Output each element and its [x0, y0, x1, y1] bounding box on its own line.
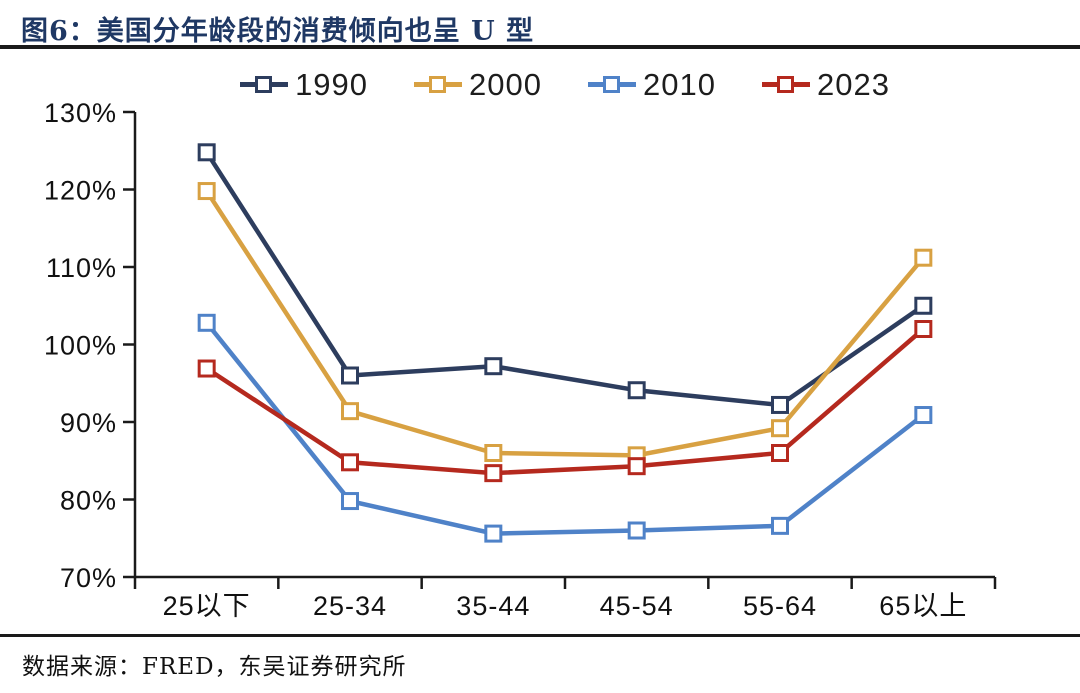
- series-marker-1990: [914, 296, 933, 315]
- series-marker-1990: [627, 381, 646, 400]
- x-tick-label: 65以上: [879, 591, 967, 621]
- legend-marker-icon: [761, 75, 810, 94]
- chart-legend: 1990 2000 2010 2023: [135, 69, 995, 100]
- series-marker-2000: [914, 248, 933, 267]
- legend-item-2010: 2010: [588, 69, 716, 100]
- x-tick-label: 35-44: [456, 591, 530, 621]
- y-tick-label: 90%: [60, 408, 117, 438]
- y-tick-label: 70%: [60, 563, 117, 593]
- legend-label: 2010: [643, 67, 716, 102]
- series-marker-1990: [197, 143, 216, 162]
- footer-divider: [0, 634, 1080, 637]
- series-marker-2023: [484, 464, 503, 483]
- series-marker-2000: [341, 402, 359, 421]
- y-tick-label: 80%: [60, 486, 117, 516]
- y-tick-label: 100%: [44, 331, 117, 361]
- series-marker-2023: [771, 444, 789, 462]
- x-tick-label: 25以下: [163, 591, 251, 621]
- series-line-2000: [204, 189, 926, 458]
- figure-title: 图6：美国分年龄段的消费倾向也呈 U 型: [21, 16, 535, 47]
- y-tick-label: 110%: [46, 253, 117, 283]
- series-marker-2023: [197, 359, 216, 378]
- x-tick-label: 45-54: [600, 591, 674, 621]
- series-marker-2010: [914, 406, 933, 425]
- x-tick-label: 55-64: [743, 591, 817, 621]
- data-source: 数据来源：FRED，东吴证券研究所: [22, 654, 407, 680]
- series-marker-1990: [484, 357, 503, 376]
- series-marker-2010: [484, 524, 503, 543]
- legend-marker-icon: [414, 75, 463, 94]
- series-marker-2010: [197, 313, 216, 332]
- series-marker-2010: [771, 516, 789, 535]
- legend-marker-icon: [588, 75, 636, 94]
- legend-marker-icon: [240, 75, 289, 94]
- series-line-2010: [204, 321, 925, 536]
- series-marker-2010: [627, 521, 646, 540]
- x-tick-label: 25-34: [313, 591, 387, 621]
- y-tick-label: 120%: [44, 176, 117, 206]
- legend-label: 2000: [469, 67, 542, 102]
- series-marker-2000: [484, 444, 503, 462]
- legend-label: 2023: [816, 67, 890, 102]
- series-marker-2023: [914, 320, 933, 338]
- series-marker-2000: [197, 182, 216, 201]
- legend-item-1990: 1990: [240, 69, 368, 100]
- title-divider: [0, 45, 1080, 49]
- legend-label: 1990: [295, 67, 369, 102]
- series-marker-2023: [341, 453, 359, 472]
- y-tick-label: 130%: [44, 98, 117, 128]
- line-chart: 70% 80% 90% 100% 110% 120% 130% 25以下 25-34 35-44 4…: [44, 98, 997, 621]
- series-line-2023: [205, 327, 925, 476]
- series-marker-2010: [341, 492, 359, 511]
- legend-item-2023: 2023: [761, 67, 890, 102]
- series-marker-2000: [771, 419, 789, 438]
- series-marker-2023: [627, 457, 646, 476]
- legend-item-2000: 2000: [414, 69, 542, 100]
- series-line-1990: [204, 151, 925, 408]
- series-marker-1990: [341, 366, 359, 385]
- series-marker-1990: [771, 395, 789, 414]
